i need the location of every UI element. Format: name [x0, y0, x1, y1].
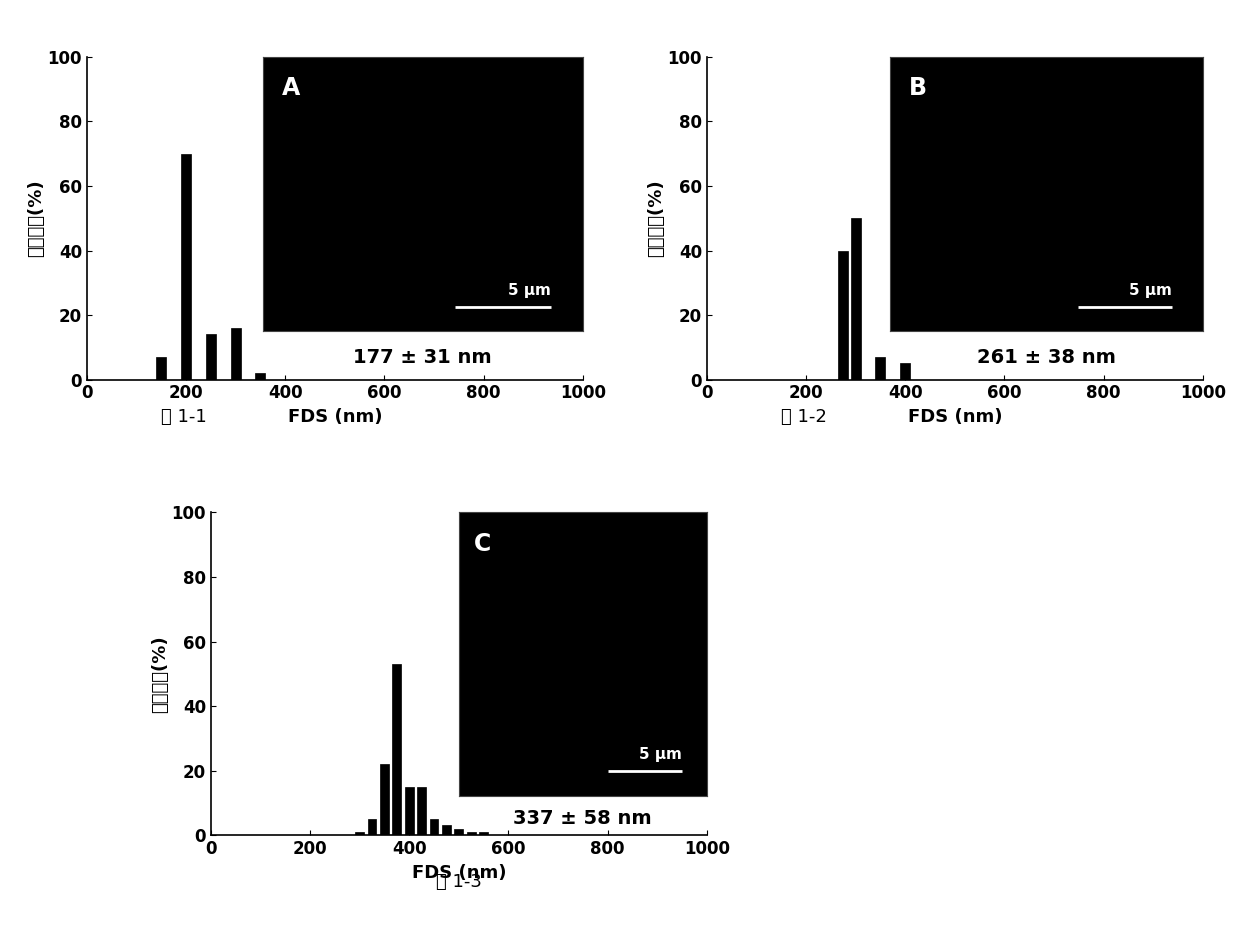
Text: C: C: [474, 532, 491, 556]
Text: 177 ± 31 nm: 177 ± 31 nm: [353, 347, 492, 366]
Bar: [900, 363, 910, 380]
Text: 图 1-2: 图 1-2: [781, 408, 827, 426]
Bar: [255, 373, 265, 380]
Text: 图 1-1: 图 1-1: [161, 408, 207, 426]
X-axis label: FDS (nm): FDS (nm): [288, 408, 382, 426]
Text: 5 μm: 5 μm: [508, 284, 551, 298]
Bar: [206, 334, 216, 380]
Bar: [466, 832, 476, 835]
Text: B: B: [909, 76, 928, 101]
Y-axis label: 分布频率(%): 分布频率(%): [27, 179, 45, 257]
Bar: [838, 251, 848, 380]
Text: 337 ± 58 nm: 337 ± 58 nm: [513, 809, 652, 828]
Bar: [454, 828, 464, 835]
Y-axis label: 分布频率(%): 分布频率(%): [151, 635, 169, 713]
Bar: [181, 154, 191, 380]
Bar: [851, 218, 861, 380]
X-axis label: FDS (nm): FDS (nm): [908, 408, 1002, 426]
Text: 5 μm: 5 μm: [639, 747, 682, 762]
Bar: [429, 819, 439, 835]
Bar: [417, 787, 427, 835]
Bar: [441, 826, 451, 835]
X-axis label: FDS (nm): FDS (nm): [412, 864, 506, 882]
Bar: [355, 832, 365, 835]
Bar: [379, 764, 389, 835]
Bar: [392, 664, 402, 835]
Y-axis label: 分布频率(%): 分布频率(%): [647, 179, 665, 257]
Bar: [156, 357, 166, 380]
Bar: [404, 787, 414, 835]
Bar: [479, 832, 489, 835]
Text: A: A: [281, 76, 300, 101]
Bar: [875, 357, 885, 380]
Bar: [367, 819, 377, 835]
Text: 图 1-3: 图 1-3: [436, 873, 481, 891]
Text: 5 μm: 5 μm: [1128, 284, 1172, 298]
Text: 261 ± 38 nm: 261 ± 38 nm: [977, 347, 1116, 366]
Bar: [231, 328, 241, 380]
